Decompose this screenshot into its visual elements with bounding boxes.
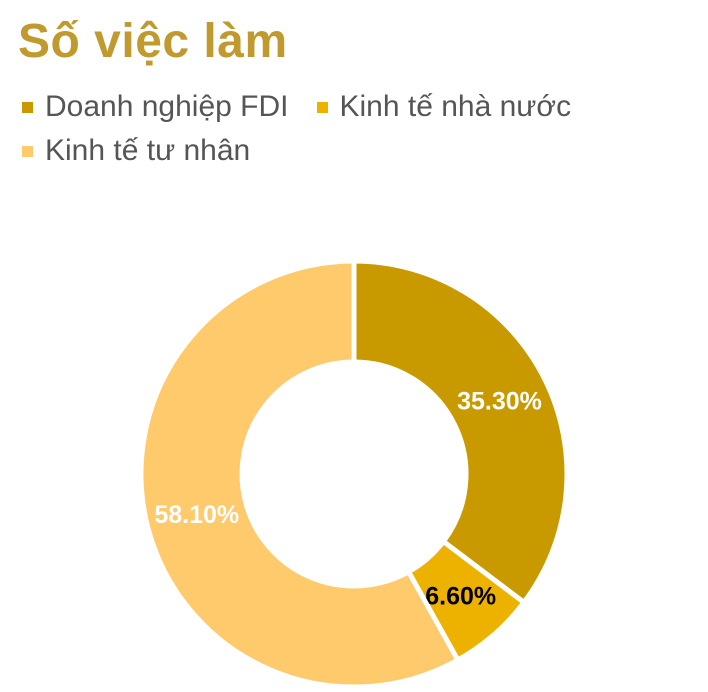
data-label-private: 58.10% [154,501,239,529]
legend-label-state: Kinh tế nhà nước [339,90,572,123]
legend: Doanh nghiệp FDI Kinh tế nhà nước Kinh t… [22,88,682,170]
chart-title: Số việc làm [18,15,288,68]
legend-item-state: Kinh tế nhà nước [316,88,572,126]
legend-label-fdi: Doanh nghiệp FDI [45,90,289,123]
legend-item-private: Kinh tế tư nhân [22,132,250,170]
slice-fdi [351,258,570,606]
data-label-fdi: 35.30% [457,388,542,416]
legend-item-fdi: Doanh nghiệp FDI [22,88,289,126]
legend-swatch-fdi [22,101,33,113]
legend-swatch-state [316,101,328,113]
slice-private [138,258,462,690]
legend-label-private: Kinh tế tư nhân [45,134,251,167]
legend-swatch-private [22,145,33,157]
data-label-state: 6.60% [425,583,496,611]
